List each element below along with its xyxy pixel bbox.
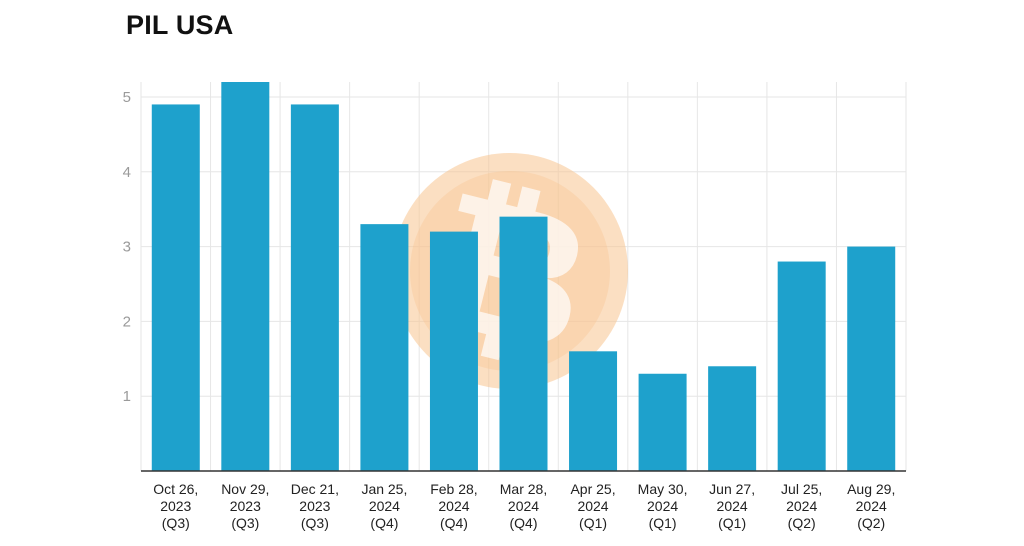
x-tick-label: Mar 28, 2024 (Q4) xyxy=(500,481,547,531)
x-tick-label: Nov 29, 2023 (Q3) xyxy=(221,481,269,531)
y-tick-label: 1 xyxy=(123,388,131,405)
x-tick-label: Jan 25, 2024 (Q4) xyxy=(361,481,407,531)
y-tick-label: 3 xyxy=(123,239,131,256)
y-tick-label: 4 xyxy=(123,164,131,181)
y-tick-label: 5 xyxy=(123,89,131,106)
labels: 1 2 3 4 5 Oct 26, 2023 (Q3) Nov 29, 2023 (Q3) Dec 2… xyxy=(123,89,896,531)
bar xyxy=(360,224,409,471)
bar xyxy=(847,246,896,471)
bar xyxy=(429,231,478,471)
bar xyxy=(569,351,618,471)
bar xyxy=(777,261,826,471)
x-tick-label: Apr 25, 2024 (Q1) xyxy=(570,481,615,531)
x-tick-label: May 30, 2024 (Q1) xyxy=(638,481,688,531)
x-tick-label: Jul 25, 2024 (Q2) xyxy=(781,481,822,531)
x-tick-label: Feb 28, 2024 (Q4) xyxy=(430,481,477,531)
bar xyxy=(151,104,200,471)
bars xyxy=(151,82,896,471)
x-tick-label: Oct 26, 2023 (Q3) xyxy=(153,481,198,531)
x-tick-label: Dec 21, 2023 (Q3) xyxy=(291,481,339,531)
x-tick-label: Aug 29, 2024 (Q2) xyxy=(847,481,895,531)
bar xyxy=(638,373,687,471)
bar xyxy=(708,366,757,471)
bar xyxy=(290,104,339,471)
bar xyxy=(221,82,270,471)
bar xyxy=(499,216,548,471)
chart-title: PIL USA xyxy=(126,10,234,40)
y-tick-label: 2 xyxy=(123,313,131,330)
x-tick-label: Jun 27, 2024 (Q1) xyxy=(709,481,755,531)
